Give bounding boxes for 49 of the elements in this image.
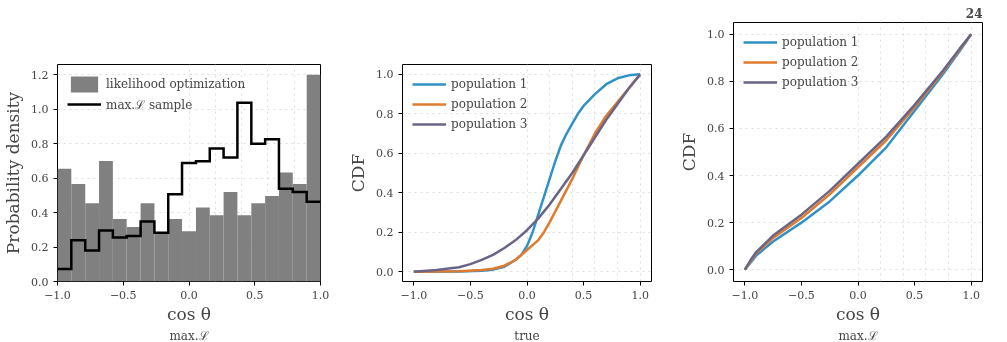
y-tick-label: 0.0 [376,265,394,279]
legend-label: population 1 [782,35,859,49]
x-tick-label: 1.0 [631,288,649,302]
x-tick-label: −1.0 [44,288,71,302]
y-tick-label: 0.8 [376,107,394,121]
y-axis-title: CDF [679,132,700,172]
y-tick-label: 1.0 [376,68,394,82]
x-tick-label: 0.0 [849,288,867,302]
legend-label: population 1 [451,77,528,91]
x-tick-label: −1.0 [731,288,759,302]
x-tick-label: 0.0 [518,288,536,302]
y-tick-label: 0.0 [31,275,49,289]
legend-label: population 2 [782,55,859,69]
text: cos θmax.ℒ [835,303,881,342]
y-tick-label: 0.8 [707,75,725,89]
x-tick-label: 0.0 [180,288,198,302]
text: cos θtrue [504,303,550,342]
y-tick-label: 0.4 [31,206,49,220]
y-tick-label: 1.0 [31,103,49,117]
y-tick-label: 0.6 [376,147,394,161]
x-tick-label: 0.5 [905,288,924,302]
legend-label: population 3 [451,117,528,131]
y-tick-label: 0.0 [707,263,725,277]
x-tick-label: −0.5 [788,288,815,302]
y-tick-label: 0.6 [707,122,725,136]
legend-label: likelihood optimization [106,77,246,91]
y-tick-label: 1.0 [707,28,725,42]
y-tick-label: 1.2 [31,68,49,82]
y-tick-label: 0.8 [31,137,49,151]
y-tick-label: 0.6 [31,172,49,186]
legend-label: population 2 [451,97,528,111]
x-tick-label: −0.5 [457,288,484,302]
y-tick-label: 0.2 [707,216,725,230]
y-axis-title: CDF [348,153,369,193]
y-tick-label: 0.4 [707,169,725,183]
text: 24 [965,6,983,21]
x-tick-label: −1.0 [400,288,428,302]
x-tick-label: −0.5 [109,288,137,302]
y-tick-label: 0.4 [376,186,394,200]
y-tick-label: 0.2 [376,226,394,240]
x-tick-label: 1.0 [962,288,980,302]
x-tick-label: 0.5 [574,288,593,302]
y-tick-label: 0.2 [31,241,49,255]
y-axis-title: Probability density [3,91,24,255]
text: cos θmax.ℒ [166,303,212,342]
x-tick-label: 0.5 [246,288,264,302]
legend-label: population 3 [782,75,859,89]
x-tick-label: 1.0 [311,288,330,302]
legend-label: max.ℒ sample [106,96,193,113]
